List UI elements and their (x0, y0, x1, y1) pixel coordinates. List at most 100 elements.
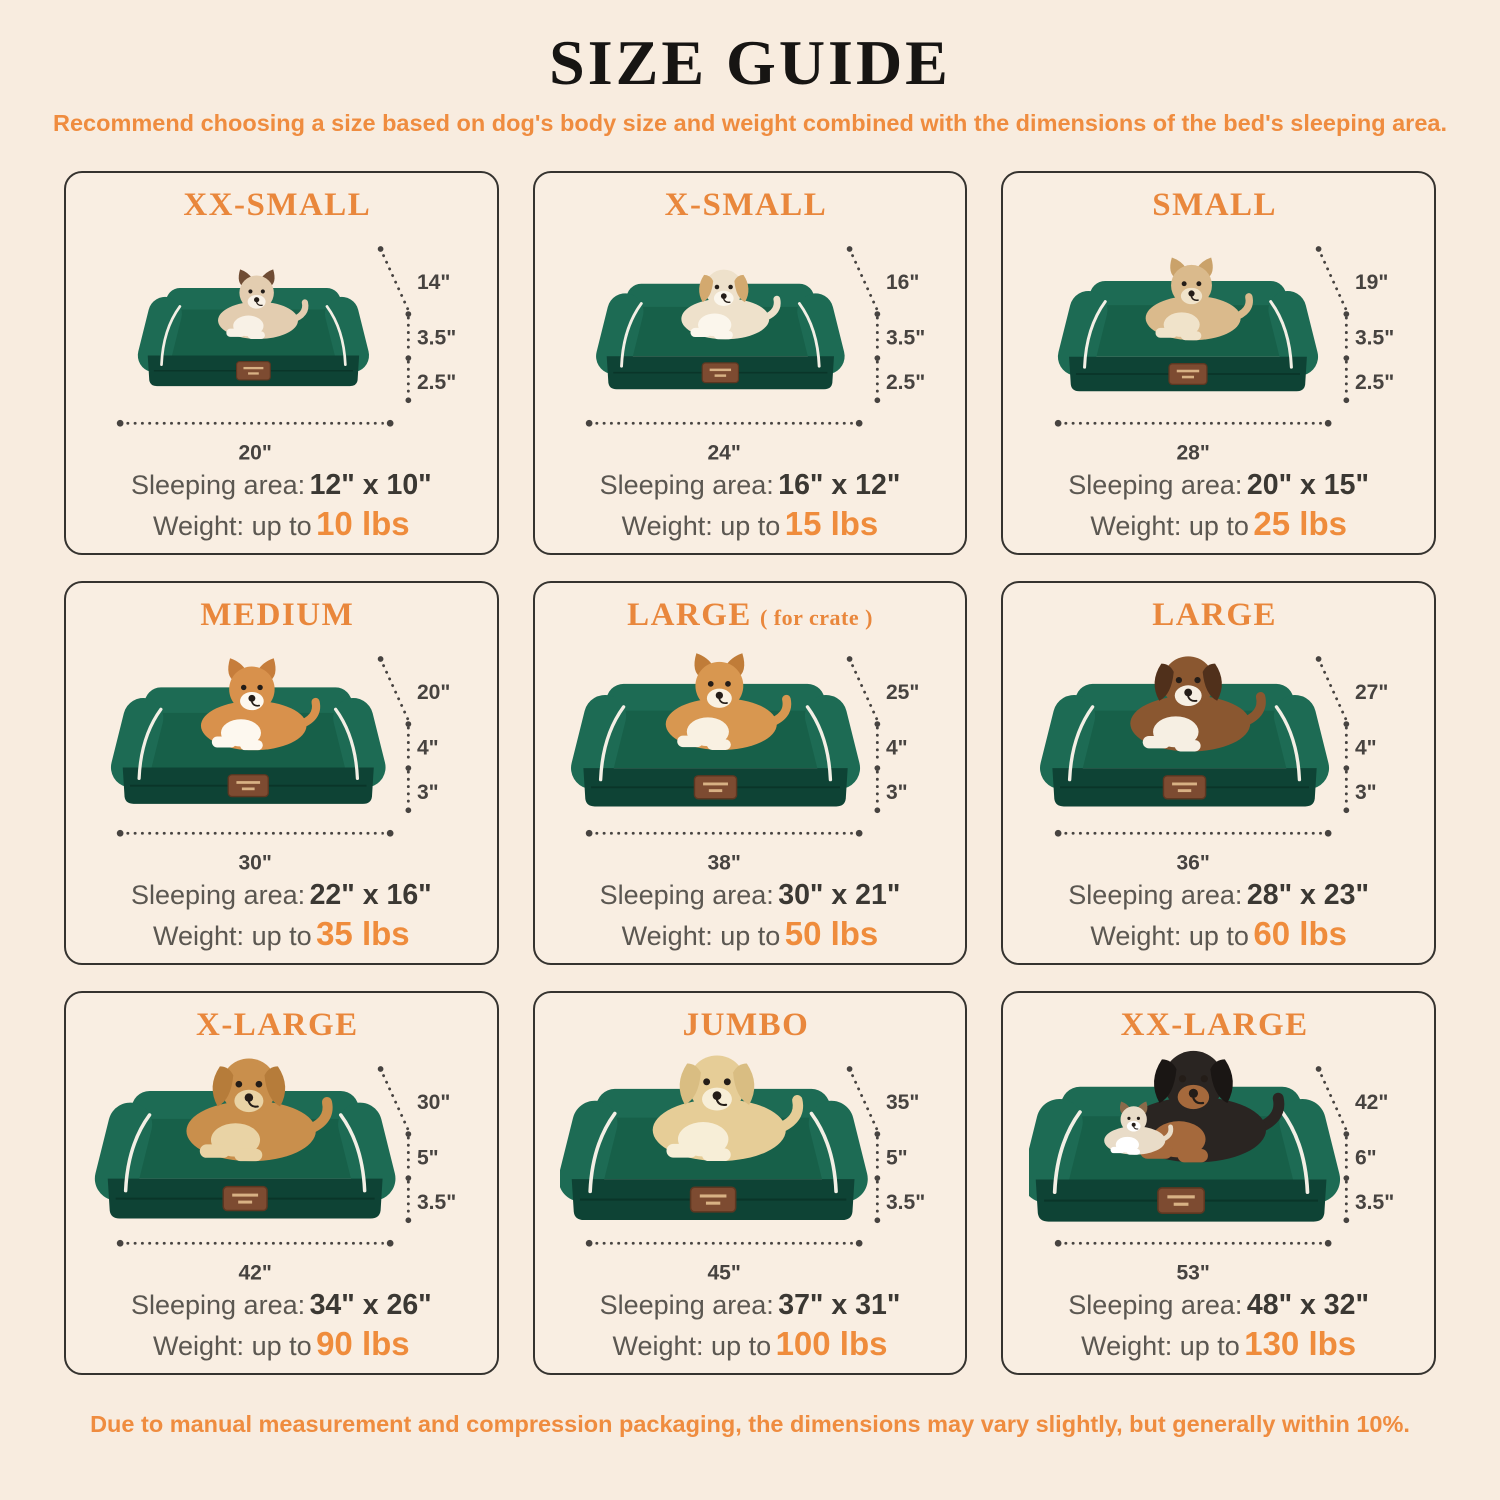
size-cards-grid: XX-SMALL 14" 3.5" 2.5" 20" Sleeping area… (64, 171, 1436, 1375)
depth-dimension: 42" (1355, 1091, 1388, 1114)
size-title: SMALL (1152, 187, 1285, 224)
width-dimension: 38" (707, 852, 740, 875)
size-title: X-LARGE (196, 1007, 367, 1044)
sleeping-area-value: 37" x 31" (778, 1289, 901, 1322)
weight-value: 10 lbs (316, 505, 410, 543)
sleeping-area-value: 22" x 16" (309, 879, 432, 912)
page-title: SIZE GUIDE (549, 27, 951, 98)
weight-line: Weight: up to 90 lbs (153, 1325, 410, 1363)
depth-dimension: 16" (886, 271, 919, 294)
size-name: X-LARGE (195, 1007, 359, 1043)
width-dimension: 53" (1176, 1262, 1209, 1285)
bolster-height-dimension: 5" (417, 1147, 439, 1170)
size-name: LARGE (1152, 597, 1278, 633)
size-name: XX-SMALL (183, 187, 372, 223)
depth-dimension: 14" (417, 271, 450, 294)
sleeping-area-value: 28" x 23" (1246, 879, 1370, 912)
sleeping-area-value: 16" x 12" (778, 469, 901, 502)
width-dimension: 45" (707, 1262, 740, 1285)
width-dimension: 24" (707, 442, 740, 465)
base-height-dimension: 3" (417, 781, 439, 804)
weight-line: Weight: up to 35 lbs (153, 915, 410, 953)
size-title: LARGE (1152, 597, 1285, 634)
weight-line: Weight: up to 15 lbs (621, 505, 879, 543)
width-dimension: 30" (239, 852, 272, 875)
size-title: JUMBO (683, 1007, 818, 1044)
sleeping-area-value: 34" x 26" (309, 1289, 432, 1322)
bolster-height-dimension: 3.5" (417, 327, 456, 350)
bolster-height-dimension: 3.5" (886, 327, 925, 350)
size-card-xx-small: XX-SMALL 14" 3.5" 2.5" 20" Sleeping area… (64, 171, 499, 555)
size-card-large: LARGE 27" 4" 3" 36" Sleeping area: 28" x… (1001, 581, 1436, 965)
sleeping-area-value: 30" x 21" (778, 879, 901, 912)
base-height-dimension: 3.5" (886, 1191, 925, 1214)
bed-size-diagram: 14" 3.5" 2.5" 20" (115, 244, 457, 465)
width-dimension: 20" (239, 442, 272, 465)
sleeping-area-line: Sleeping area: 12" x 10" (130, 469, 432, 502)
size-name: X-SMALL (664, 187, 828, 223)
bolster-height-dimension: 6" (1355, 1147, 1377, 1170)
bolster-height-dimension: 4" (417, 737, 439, 760)
depth-dimension: 30" (417, 1091, 450, 1114)
bed-size-diagram: 20" 4" 3" 30" (105, 654, 451, 875)
weight-line: Weight: up to 50 lbs (621, 915, 879, 953)
weight-value: 25 lbs (1253, 505, 1347, 543)
size-name: LARGE (627, 597, 752, 633)
sleeping-area-value: 12" x 10" (309, 469, 432, 502)
weight-value: 50 lbs (784, 915, 879, 953)
sleeping-area-line: Sleeping area: 34" x 26" (130, 1289, 432, 1322)
base-height-dimension: 2.5" (886, 371, 925, 394)
bed-size-diagram: 16" 3.5" 2.5" 24" (584, 244, 925, 465)
base-height-dimension: 3" (886, 781, 908, 804)
size-title: LARGE ( for crate ) (627, 597, 873, 634)
size-name: XX-LARGE (1120, 1007, 1309, 1043)
size-title: X-SMALL (665, 187, 836, 224)
size-title: XX-SMALL (183, 187, 379, 224)
size-note: ( for crate ) (759, 605, 873, 630)
weight-value: 15 lbs (784, 505, 879, 543)
width-dimension: 42" (239, 1262, 272, 1285)
sleeping-area-line: Sleeping area: 20" x 15" (1068, 469, 1370, 502)
base-height-dimension: 2.5" (1355, 371, 1394, 394)
size-card-xx-large: XX-LARGE 42" 6" 3.5" 53" Sleeping area: … (1001, 991, 1436, 1375)
depth-dimension: 35" (886, 1091, 919, 1114)
sleeping-area-line: Sleeping area: 30" x 21" (599, 879, 901, 912)
sleeping-area-line: Sleeping area: 28" x 23" (1068, 879, 1370, 912)
weight-line: Weight: up to 100 lbs (612, 1325, 888, 1363)
weight-line: Weight: up to 60 lbs (1090, 915, 1347, 953)
size-title: XX-LARGE (1121, 1007, 1317, 1044)
bed-size-diagram: 19" 3.5" 2.5" 28" (1052, 244, 1394, 465)
bed-size-diagram: 30" 5" 3.5" 42" (91, 1057, 457, 1285)
bolster-height-dimension: 4" (1355, 737, 1377, 760)
bed-size-diagram: 42" 6" 3.5" 53" (1028, 1049, 1394, 1285)
depth-dimension: 20" (417, 681, 450, 704)
width-dimension: 36" (1176, 852, 1209, 875)
sleeping-area-line: Sleeping area: 37" x 31" (599, 1289, 901, 1322)
depth-dimension: 19" (1355, 271, 1388, 294)
sleeping-area-line: Sleeping area: 16" x 12" (599, 469, 901, 502)
width-dimension: 28" (1176, 442, 1209, 465)
weight-value: 60 lbs (1253, 915, 1347, 953)
depth-dimension: 25" (886, 681, 919, 704)
size-name: JUMBO (682, 1007, 810, 1043)
weight-value: 35 lbs (316, 915, 410, 953)
size-card-large-crate: LARGE ( for crate ) 25" 4" 3" 38" Sleepin… (532, 581, 968, 965)
size-title: MEDIUM (200, 597, 362, 634)
sleeping-area-line: Sleeping area: 48" x 32" (1068, 1289, 1370, 1322)
sleeping-area-value: 20" x 15" (1246, 469, 1370, 502)
weight-value: 90 lbs (316, 1325, 410, 1363)
weight-value: 130 lbs (1244, 1325, 1357, 1363)
bed-size-diagram: 27" 4" 3" 36" (1033, 654, 1388, 875)
weight-line: Weight: up to 10 lbs (153, 505, 410, 543)
depth-dimension: 27" (1355, 681, 1388, 704)
base-height-dimension: 2.5" (417, 371, 456, 394)
size-card-jumbo: JUMBO 35" 5" 3.5" 45" Sleeping area: 37"… (532, 991, 968, 1375)
bolster-height-dimension: 4" (886, 737, 908, 760)
weight-line: Weight: up to 130 lbs (1081, 1325, 1357, 1363)
weight-line: Weight: up to 25 lbs (1090, 505, 1347, 543)
base-height-dimension: 3" (1355, 781, 1377, 804)
size-name: MEDIUM (200, 597, 355, 633)
bolster-height-dimension: 3.5" (1355, 327, 1394, 350)
sleeping-area-value: 48" x 32" (1246, 1289, 1370, 1322)
size-card-small: SMALL 19" 3.5" 2.5" 28" Sleeping area: 2… (1001, 171, 1436, 555)
